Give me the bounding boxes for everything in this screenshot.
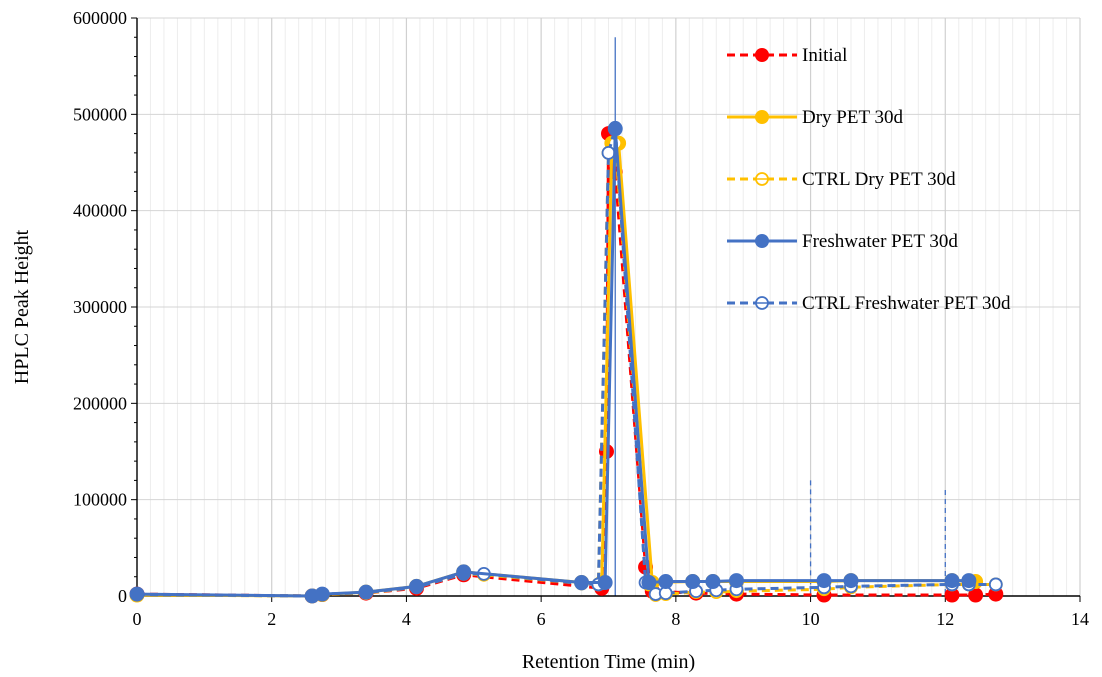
data-point bbox=[843, 573, 859, 589]
data-point bbox=[658, 574, 674, 590]
legend-label: Freshwater PET 30d bbox=[802, 231, 958, 252]
data-point bbox=[988, 577, 1003, 592]
data-point bbox=[574, 575, 590, 591]
data-point bbox=[944, 573, 960, 589]
y-tick-label: 0 bbox=[118, 586, 127, 606]
x-tick-label: 0 bbox=[133, 609, 142, 629]
data-point bbox=[607, 121, 623, 137]
y-tick-label: 300000 bbox=[73, 297, 127, 317]
x-tick-label: 4 bbox=[402, 609, 411, 629]
x-axis-title: Retention Time (min) bbox=[522, 651, 695, 673]
x-tick-label: 6 bbox=[537, 609, 546, 629]
y-axis-title: HPLC Peak Height bbox=[11, 229, 33, 384]
legend-marker bbox=[755, 110, 769, 124]
y-tick-label: 200000 bbox=[73, 393, 127, 413]
legend-marker bbox=[755, 234, 769, 248]
x-tick-label: 2 bbox=[267, 609, 276, 629]
x-tick-label: 8 bbox=[671, 609, 680, 629]
legend: Initial Dry PET 30d CTRL Dry PET 30d Freshw… bbox=[727, 45, 1011, 314]
data-point bbox=[685, 574, 701, 590]
data-point bbox=[358, 584, 374, 600]
data-point bbox=[816, 573, 832, 589]
data-point bbox=[641, 575, 657, 591]
legend-label: Initial bbox=[802, 45, 847, 66]
legend-label: Dry PET 30d bbox=[802, 107, 903, 128]
y-tick-label: 600000 bbox=[73, 8, 127, 28]
legend-label: CTRL Freshwater PET 30d bbox=[802, 293, 1011, 314]
data-point bbox=[409, 578, 425, 594]
y-tick-label: 400000 bbox=[73, 201, 127, 221]
series-group bbox=[129, 121, 977, 604]
y-tick-label: 100000 bbox=[73, 490, 127, 510]
tick-labels: 0 100000 200000 300000 400000 500000 600000 0 2 4… bbox=[73, 8, 1089, 629]
data-point bbox=[597, 575, 613, 591]
data-point bbox=[961, 573, 977, 589]
legend-label: CTRL Dry PET 30d bbox=[802, 169, 956, 190]
legend-entry: CTRL Dry PET 30d bbox=[727, 169, 956, 190]
data-point bbox=[601, 145, 616, 160]
data-point bbox=[728, 573, 744, 589]
legend-entry: Dry PET 30d bbox=[727, 107, 903, 128]
gridlines bbox=[137, 17, 1081, 596]
data-point bbox=[314, 586, 330, 602]
data-point bbox=[456, 564, 472, 580]
data-series bbox=[129, 120, 1004, 604]
legend-entry: Initial bbox=[727, 45, 847, 66]
data-point bbox=[705, 574, 721, 590]
legend-entry: CTRL Freshwater PET 30d bbox=[727, 293, 1011, 314]
legend-marker bbox=[755, 48, 769, 62]
y-tick-label: 500000 bbox=[73, 104, 127, 124]
legend-entry: Freshwater PET 30d bbox=[727, 231, 958, 252]
x-tick-label: 14 bbox=[1071, 609, 1089, 629]
x-tick-label: 12 bbox=[936, 609, 954, 629]
data-point bbox=[129, 586, 145, 602]
x-tick-label: 10 bbox=[802, 609, 820, 629]
